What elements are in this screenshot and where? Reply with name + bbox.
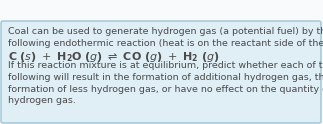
Text: Coal can be used to generate hydrogen gas (a potential fuel) by the: Coal can be used to generate hydrogen ga… [8, 27, 323, 36]
Text: If this reaction mixture is at equilibrium, predict whether each of the: If this reaction mixture is at equilibri… [8, 62, 323, 71]
Text: formation of less hydrogen gas, or have no effect on the quantity of: formation of less hydrogen gas, or have … [8, 84, 323, 93]
Text: following will result in the formation of additional hydrogen gas, the: following will result in the formation o… [8, 73, 323, 82]
Text: following endothermic reaction (heat is on the reactant side of the equation).: following endothermic reaction (heat is … [8, 38, 323, 47]
Text: hydrogen gas.: hydrogen gas. [8, 96, 76, 105]
Text: $\mathbf{C}\ \mathbf{(}\mathit{s}\mathbf{)}\ +\ \mathbf{H_2O}\ \mathbf{(}\mathit: $\mathbf{C}\ \mathbf{(}\mathit{s}\mathbf… [8, 50, 219, 64]
FancyBboxPatch shape [1, 21, 321, 123]
